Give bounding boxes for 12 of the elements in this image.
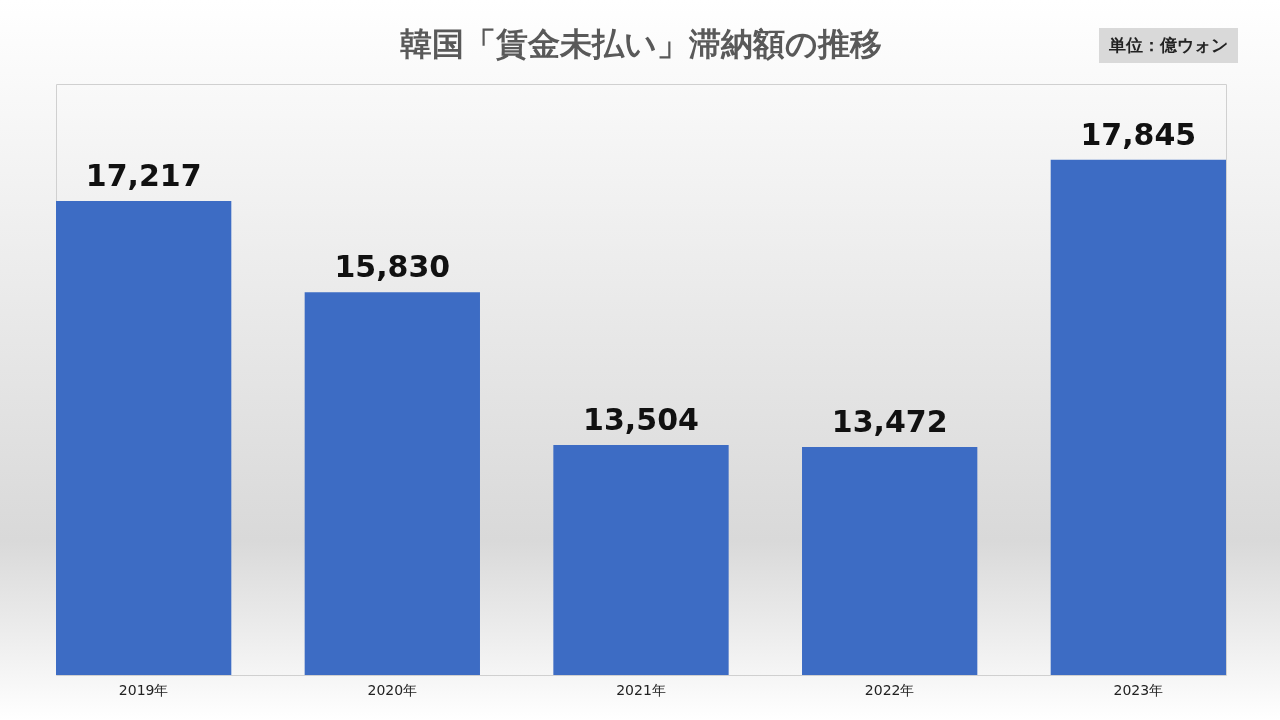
text: 単位：億ウォン xyxy=(1099,28,1238,63)
data-label: 17,845 xyxy=(1080,116,1197,152)
data-label: 13,472 xyxy=(831,404,948,440)
data-label: 17,217 xyxy=(85,158,202,194)
data-label: 13,504 xyxy=(583,401,699,437)
x-tick-label: 2019年 xyxy=(118,681,169,698)
chart-title: 韓国「賃金未払い」滞納額の推移 xyxy=(400,25,882,63)
data-label: 15,830 xyxy=(334,249,451,285)
x-tick-label: 2021年 xyxy=(616,681,666,698)
x-tick-label: 2022年 xyxy=(864,681,915,698)
x-tick-label: 2023年 xyxy=(1113,681,1164,698)
x-tick-label: 2020年 xyxy=(367,681,418,698)
